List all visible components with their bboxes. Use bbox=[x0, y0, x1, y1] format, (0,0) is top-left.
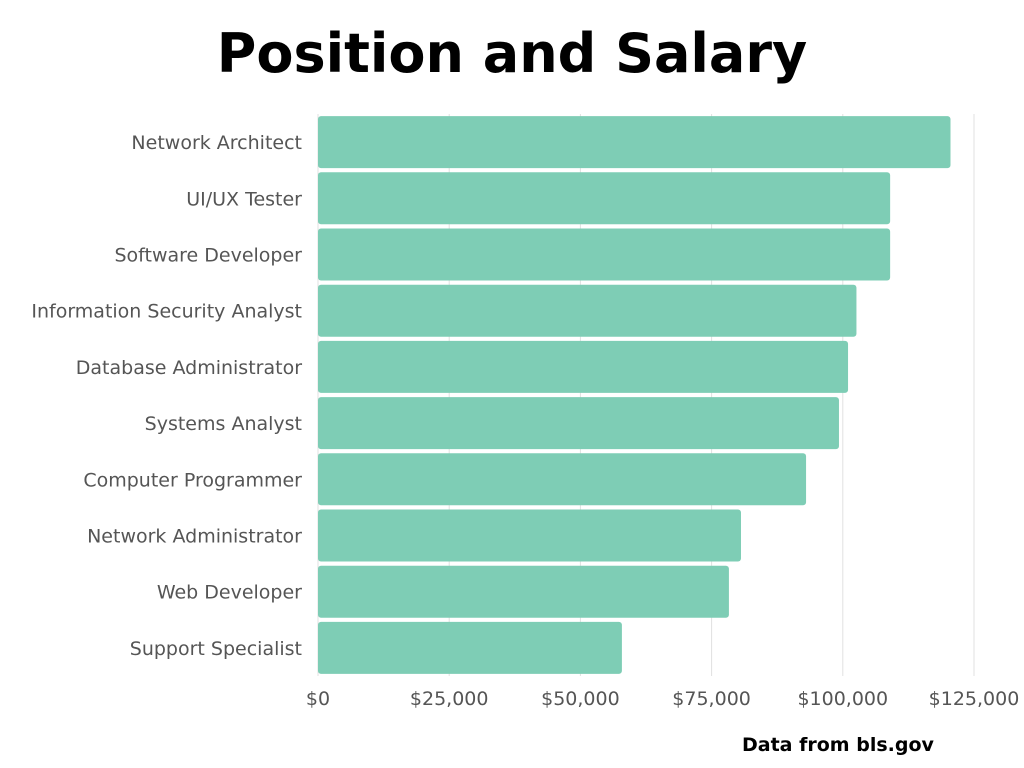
bar bbox=[318, 621, 622, 674]
category-label: UI/UX Tester bbox=[186, 188, 302, 210]
x-tick-labels: $0 $25,000 $50,000 $75,000 $100,000 $125,000 bbox=[306, 688, 1019, 710]
x-tick-label: $125,000 bbox=[929, 688, 1020, 710]
source-note: Data from bls.gov bbox=[742, 734, 934, 756]
bar bbox=[318, 453, 807, 506]
category-label: Web Developer bbox=[157, 582, 302, 604]
bar bbox=[318, 116, 951, 169]
category-label: Computer Programmer bbox=[83, 469, 302, 491]
bar bbox=[318, 228, 891, 281]
category-label: Information Security Analyst bbox=[31, 301, 302, 323]
bar bbox=[318, 397, 839, 450]
category-label: Systems Analyst bbox=[145, 413, 302, 435]
bar bbox=[318, 565, 729, 618]
chart-title: Position and Salary bbox=[216, 22, 808, 85]
x-tick-label: $0 bbox=[306, 688, 330, 710]
bar bbox=[318, 509, 741, 562]
x-tick-label: $25,000 bbox=[410, 688, 489, 710]
bar bbox=[318, 340, 849, 393]
category-labels: Network Architect UI/UX Tester Software De… bbox=[31, 132, 302, 660]
category-label: Network Architect bbox=[131, 132, 302, 154]
bar bbox=[318, 284, 857, 337]
bar bbox=[318, 172, 891, 225]
category-label: Network Administrator bbox=[87, 526, 302, 548]
x-tick-label: $50,000 bbox=[541, 688, 620, 710]
x-tick-label: $100,000 bbox=[797, 688, 888, 710]
category-label: Database Administrator bbox=[76, 357, 302, 379]
category-label: Support Specialist bbox=[130, 638, 302, 660]
x-tick-label: $75,000 bbox=[672, 688, 751, 710]
bars bbox=[318, 116, 951, 674]
category-label: Software Developer bbox=[114, 245, 302, 267]
